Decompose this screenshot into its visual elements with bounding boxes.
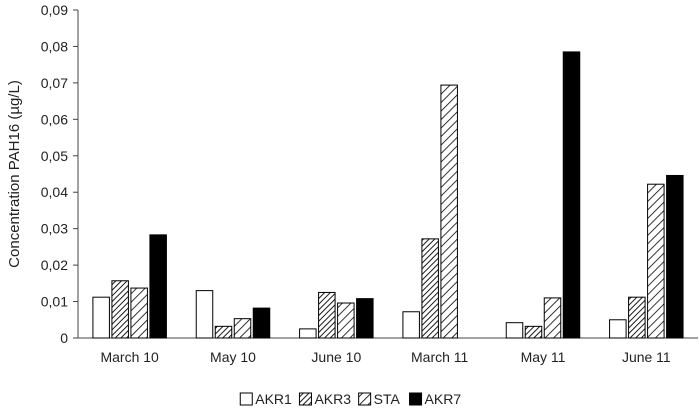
legend-item-sta: STA — [358, 391, 401, 407]
y-tick-label: 0,04 — [41, 184, 68, 200]
y-tick-label: 0,05 — [41, 148, 68, 164]
legend-swatch — [358, 392, 372, 406]
bar-akr3-june-10 — [318, 291, 336, 339]
y-tick-label: 0,01 — [41, 294, 68, 310]
legend-label: AKR7 — [425, 391, 462, 407]
bar-akr7-may-10 — [252, 307, 271, 339]
bar-sta-may-11 — [543, 297, 562, 339]
bar-akr1-march-11 — [402, 311, 420, 339]
bar-akr7-june-11 — [666, 174, 684, 339]
bar-akr1-june-11 — [609, 319, 627, 339]
bar-akr7-june-10 — [356, 298, 374, 339]
legend-swatch — [298, 392, 312, 406]
x-tick-label: May 11 — [521, 349, 566, 365]
legend-swatch — [239, 392, 253, 406]
y-tick-label: 0,08 — [41, 38, 68, 54]
bar-sta-march-11 — [440, 84, 458, 339]
bar-akr3-march-10 — [111, 280, 129, 339]
legend-swatch — [409, 392, 423, 406]
y-tick-label: 0 — [60, 330, 68, 346]
bar-akr7-may-11 — [562, 51, 581, 339]
bar-akr1-may-11 — [505, 322, 524, 339]
y-axis-title: Concentration PAH16 (µg/L) — [6, 80, 23, 268]
bar-akr3-june-11 — [628, 296, 646, 339]
x-tick-label: June 11 — [622, 349, 671, 365]
legend-label: AKR3 — [314, 391, 351, 407]
bar-sta-june-11 — [647, 183, 665, 339]
bar-akr1-june-10 — [299, 328, 317, 339]
bar-akr3-may-10 — [214, 325, 233, 339]
legend-label: STA — [374, 391, 401, 407]
y-tick-label: 0,02 — [41, 257, 68, 273]
x-tick-label: June 10 — [311, 349, 361, 365]
y-tick-label: 0,06 — [41, 111, 68, 127]
legend-item-akr3: AKR3 — [298, 391, 351, 407]
bar-akr3-may-11 — [524, 325, 543, 339]
legend-label: AKR1 — [255, 391, 292, 407]
x-tick-label: March 11 — [411, 349, 469, 365]
bar-sta-may-10 — [233, 318, 252, 339]
bar-akr3-march-11 — [421, 238, 439, 339]
bar-akr1-may-10 — [195, 290, 214, 339]
x-tick-label: May 10 — [210, 349, 256, 365]
bar-akr1-march-10 — [92, 296, 110, 339]
legend-item-akr1: AKR1 — [239, 391, 292, 407]
x-tick-label: March 10 — [100, 349, 159, 365]
legend-item-akr7: AKR7 — [409, 391, 462, 407]
y-tick-label: 0,09 — [41, 2, 68, 18]
y-tick-label: 0,07 — [41, 75, 68, 91]
y-tick-label: 0,03 — [41, 221, 68, 237]
bar-sta-march-10 — [130, 287, 148, 339]
bar-sta-june-10 — [337, 302, 355, 339]
bar-akr7-march-10 — [149, 234, 167, 339]
